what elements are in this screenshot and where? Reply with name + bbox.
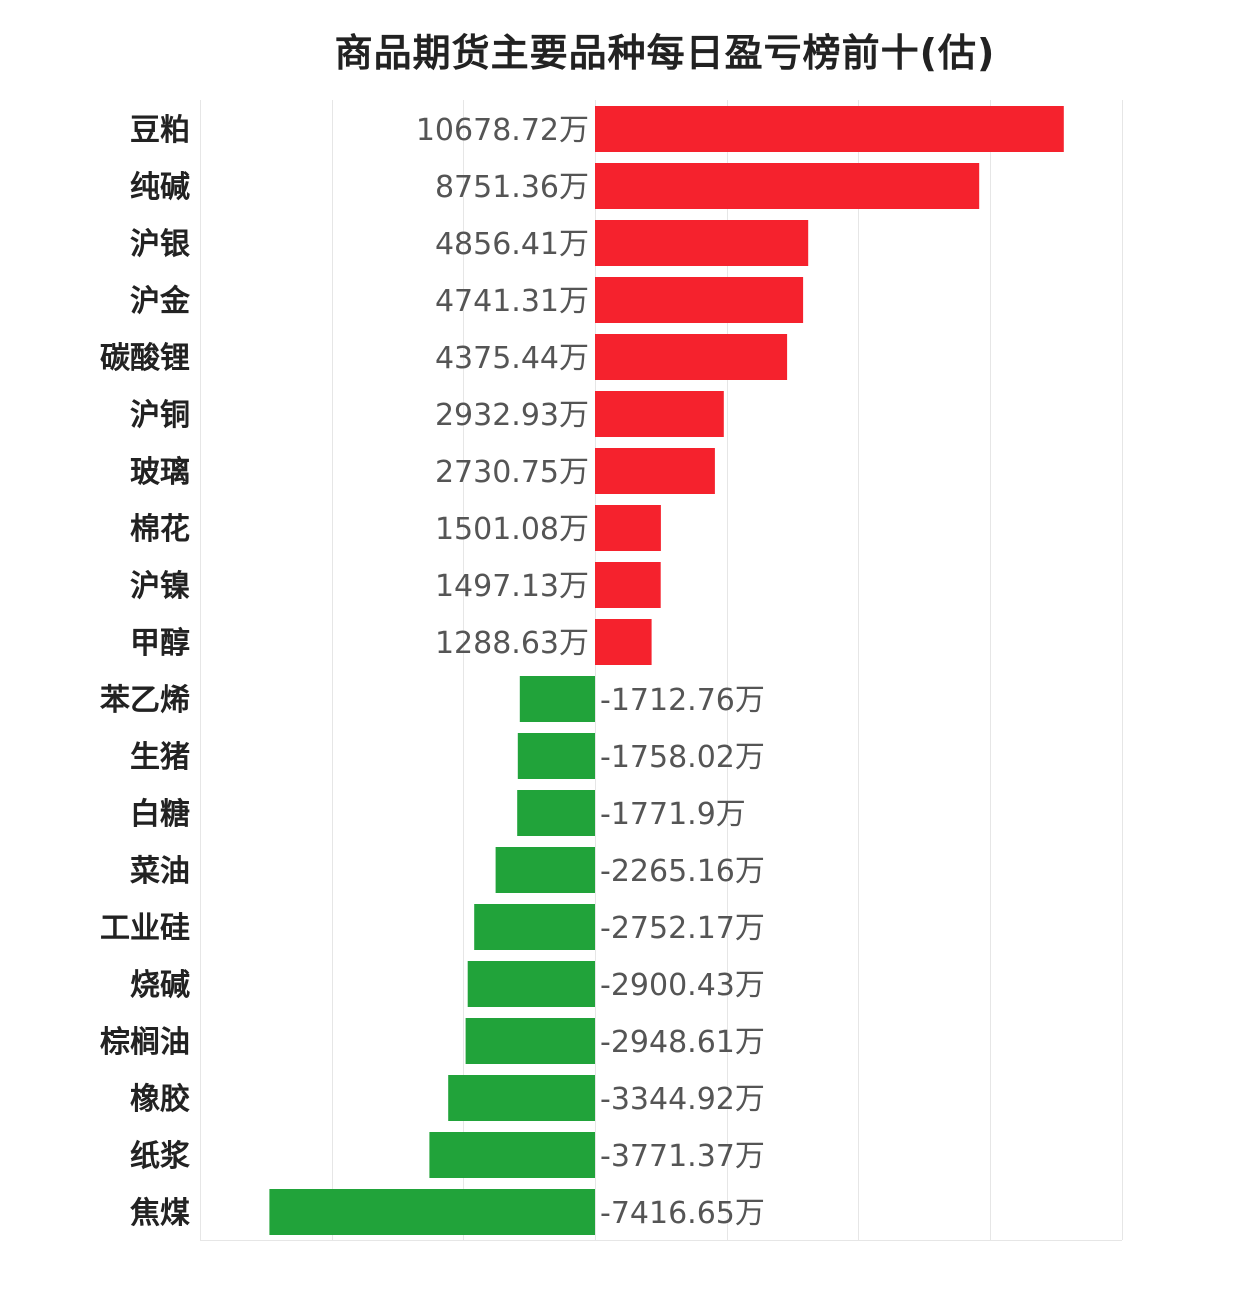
value-label-3: 4741.31万: [435, 284, 589, 319]
value-label-5: 2932.93万: [435, 398, 589, 433]
category-label-5: 沪铜: [130, 398, 190, 433]
chart-title: 商品期货主要品种每日盈亏榜前十(估): [334, 31, 996, 75]
bar-8: [595, 562, 661, 608]
category-label-14: 工业硅: [100, 911, 190, 946]
bar-13: [495, 847, 595, 893]
value-label-12: -1771.9万: [600, 797, 746, 832]
category-label-18: 纸浆: [130, 1139, 190, 1174]
value-label-11: -1758.02万: [600, 740, 765, 775]
category-label-3: 沪金: [130, 284, 191, 319]
bar-19: [269, 1189, 595, 1235]
value-label-7: 1501.08万: [435, 512, 589, 547]
category-label-1: 纯碱: [130, 170, 190, 205]
value-label-0: 10678.72万: [416, 113, 589, 148]
value-label-6: 2730.75万: [435, 455, 589, 490]
category-label-9: 甲醇: [130, 626, 190, 661]
value-label-4: 4375.44万: [435, 341, 589, 376]
category-label-15: 烧碱: [130, 968, 190, 1003]
bar-12: [517, 790, 595, 836]
category-label-10: 苯乙烯: [100, 683, 190, 718]
value-label-16: -2948.61万: [600, 1025, 765, 1060]
bar-3: [595, 277, 804, 323]
category-label-4: 碳酸锂: [100, 341, 190, 376]
category-label-16: 棕榈油: [100, 1025, 190, 1060]
value-label-17: -3344.92万: [600, 1082, 765, 1117]
bar-1: [595, 163, 980, 209]
category-label-17: 橡胶: [130, 1082, 190, 1117]
bar-16: [465, 1018, 595, 1064]
value-label-13: -2265.16万: [600, 854, 765, 889]
value-label-19: -7416.65万: [600, 1196, 765, 1231]
value-label-15: -2900.43万: [600, 968, 765, 1003]
gridlines: [200, 100, 1123, 1241]
value-label-10: -1712.76万: [600, 683, 765, 718]
category-label-12: 白糖: [130, 797, 190, 832]
category-label-13: 菜油: [130, 854, 190, 889]
category-label-8: 沪镍: [130, 569, 190, 604]
category-label-19: 焦煤: [130, 1196, 190, 1231]
value-label-9: 1288.63万: [435, 626, 589, 661]
value-label-2: 4856.41万: [435, 227, 589, 262]
bar-14: [474, 904, 595, 950]
bar-7: [595, 505, 661, 551]
category-label-11: 生猪: [130, 740, 190, 775]
bar-0: [595, 106, 1064, 152]
bar-2: [595, 220, 809, 266]
value-label-1: 8751.36万: [435, 170, 589, 205]
bars: [269, 106, 1064, 1235]
bar-9: [595, 619, 652, 665]
category-label-0: 豆粕: [130, 113, 190, 148]
value-label-14: -2752.17万: [600, 911, 765, 946]
value-label-8: 1497.13万: [435, 569, 589, 604]
bar-18: [429, 1132, 595, 1178]
bar-17: [448, 1075, 595, 1121]
bar-11: [517, 733, 595, 779]
category-label-2: 沪银: [130, 227, 190, 262]
category-label-6: 玻璃: [130, 455, 190, 490]
bar-15: [467, 961, 595, 1007]
value-label-18: -3771.37万: [600, 1139, 765, 1174]
bar-4: [595, 334, 788, 380]
bar-6: [595, 448, 715, 494]
bar-10: [519, 676, 595, 722]
category-label-7: 棉花: [130, 512, 190, 547]
bar-5: [595, 391, 724, 437]
